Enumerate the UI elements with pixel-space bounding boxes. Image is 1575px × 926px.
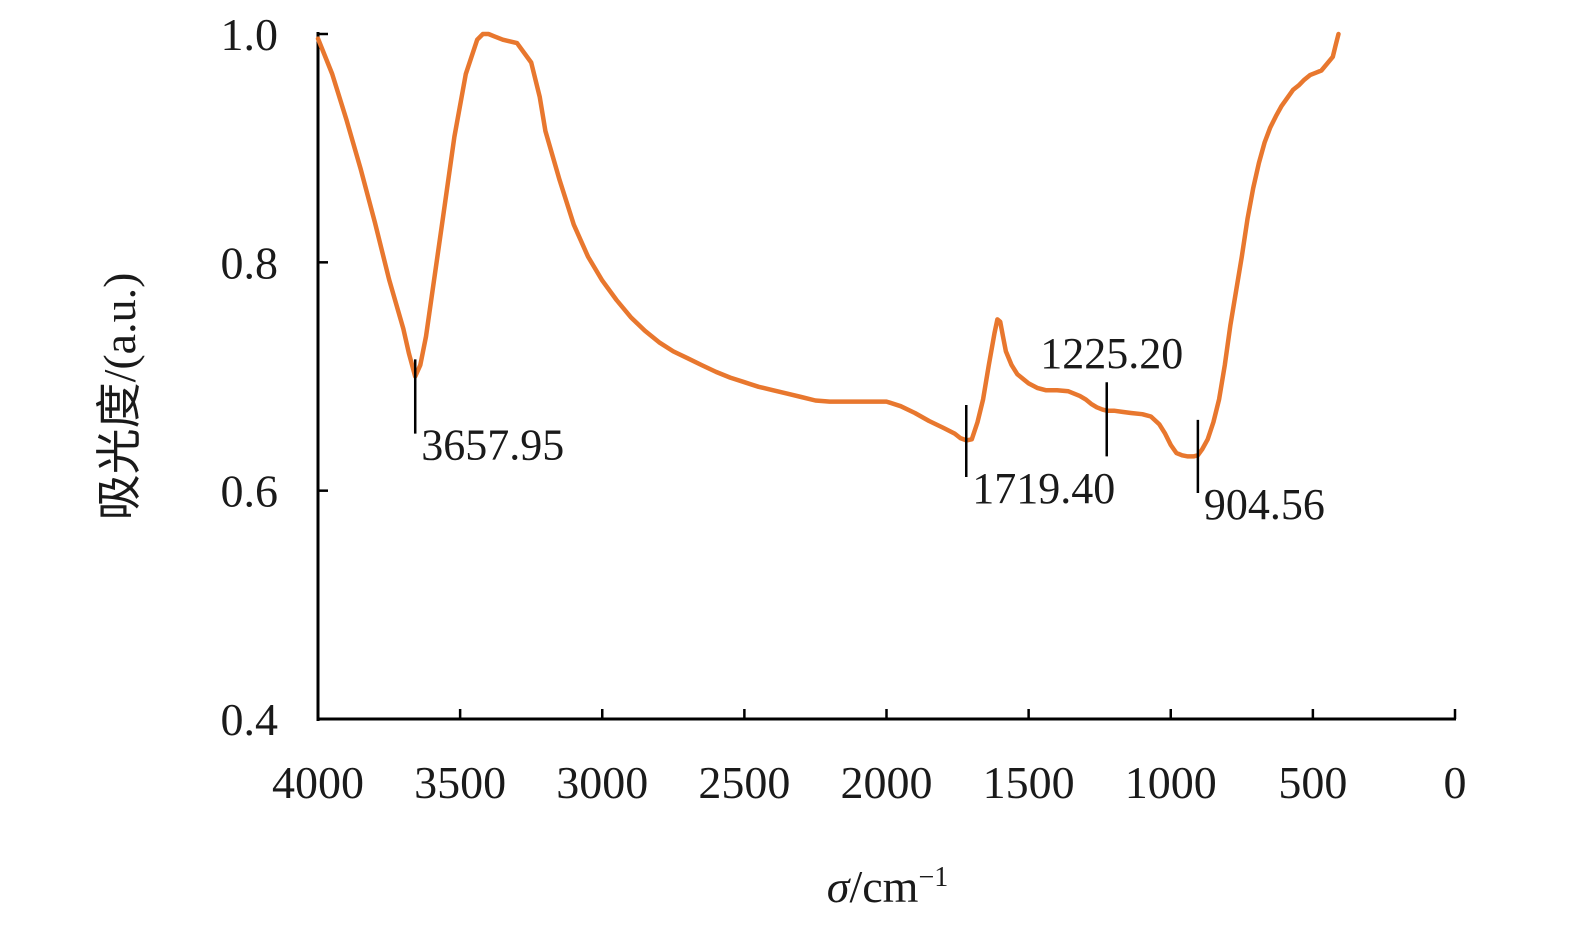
y-axis-ticks: 0.4 0.6 0.8 1.0 (221, 9, 328, 745)
x-axis-symbol: σ (827, 861, 852, 912)
annotation-label: 1225.20 (1040, 329, 1183, 378)
y-tick-label: 0.6 (221, 466, 279, 517)
x-tick-label: 1000 (1125, 757, 1217, 808)
x-axis-exponent: −1 (918, 862, 948, 893)
y-tick-label: 0.4 (221, 694, 279, 745)
x-tick-label: 3000 (556, 757, 648, 808)
x-tick-label: 0 (1444, 757, 1467, 808)
x-axis-title: σ/cm−1 (827, 861, 948, 912)
x-tick-label: 500 (1278, 757, 1347, 808)
y-tick-label: 1.0 (221, 9, 279, 60)
x-tick-label: 1500 (983, 757, 1075, 808)
y-axis-title: 吸光度/(a.u.) (94, 273, 145, 521)
annotation-label: 3657.95 (421, 421, 564, 470)
series-line (315, 31, 1341, 459)
annotation-label: 904.56 (1204, 480, 1325, 529)
annotation-label: 1719.40 (972, 464, 1115, 513)
y-tick-label: 0.8 (221, 237, 279, 288)
x-tick-label: 2000 (841, 757, 933, 808)
x-axis-ticks: 4000 3500 3000 2500 2000 1500 1000 500 0 (272, 709, 1467, 808)
x-tick-label: 3500 (414, 757, 506, 808)
peak-annotations: 3657.95 1719.40 1225.20 904.56 (413, 329, 1325, 529)
x-tick-label: 2500 (698, 757, 790, 808)
x-tick-label: 4000 (272, 757, 364, 808)
x-axis-unit: /cm (849, 861, 918, 912)
